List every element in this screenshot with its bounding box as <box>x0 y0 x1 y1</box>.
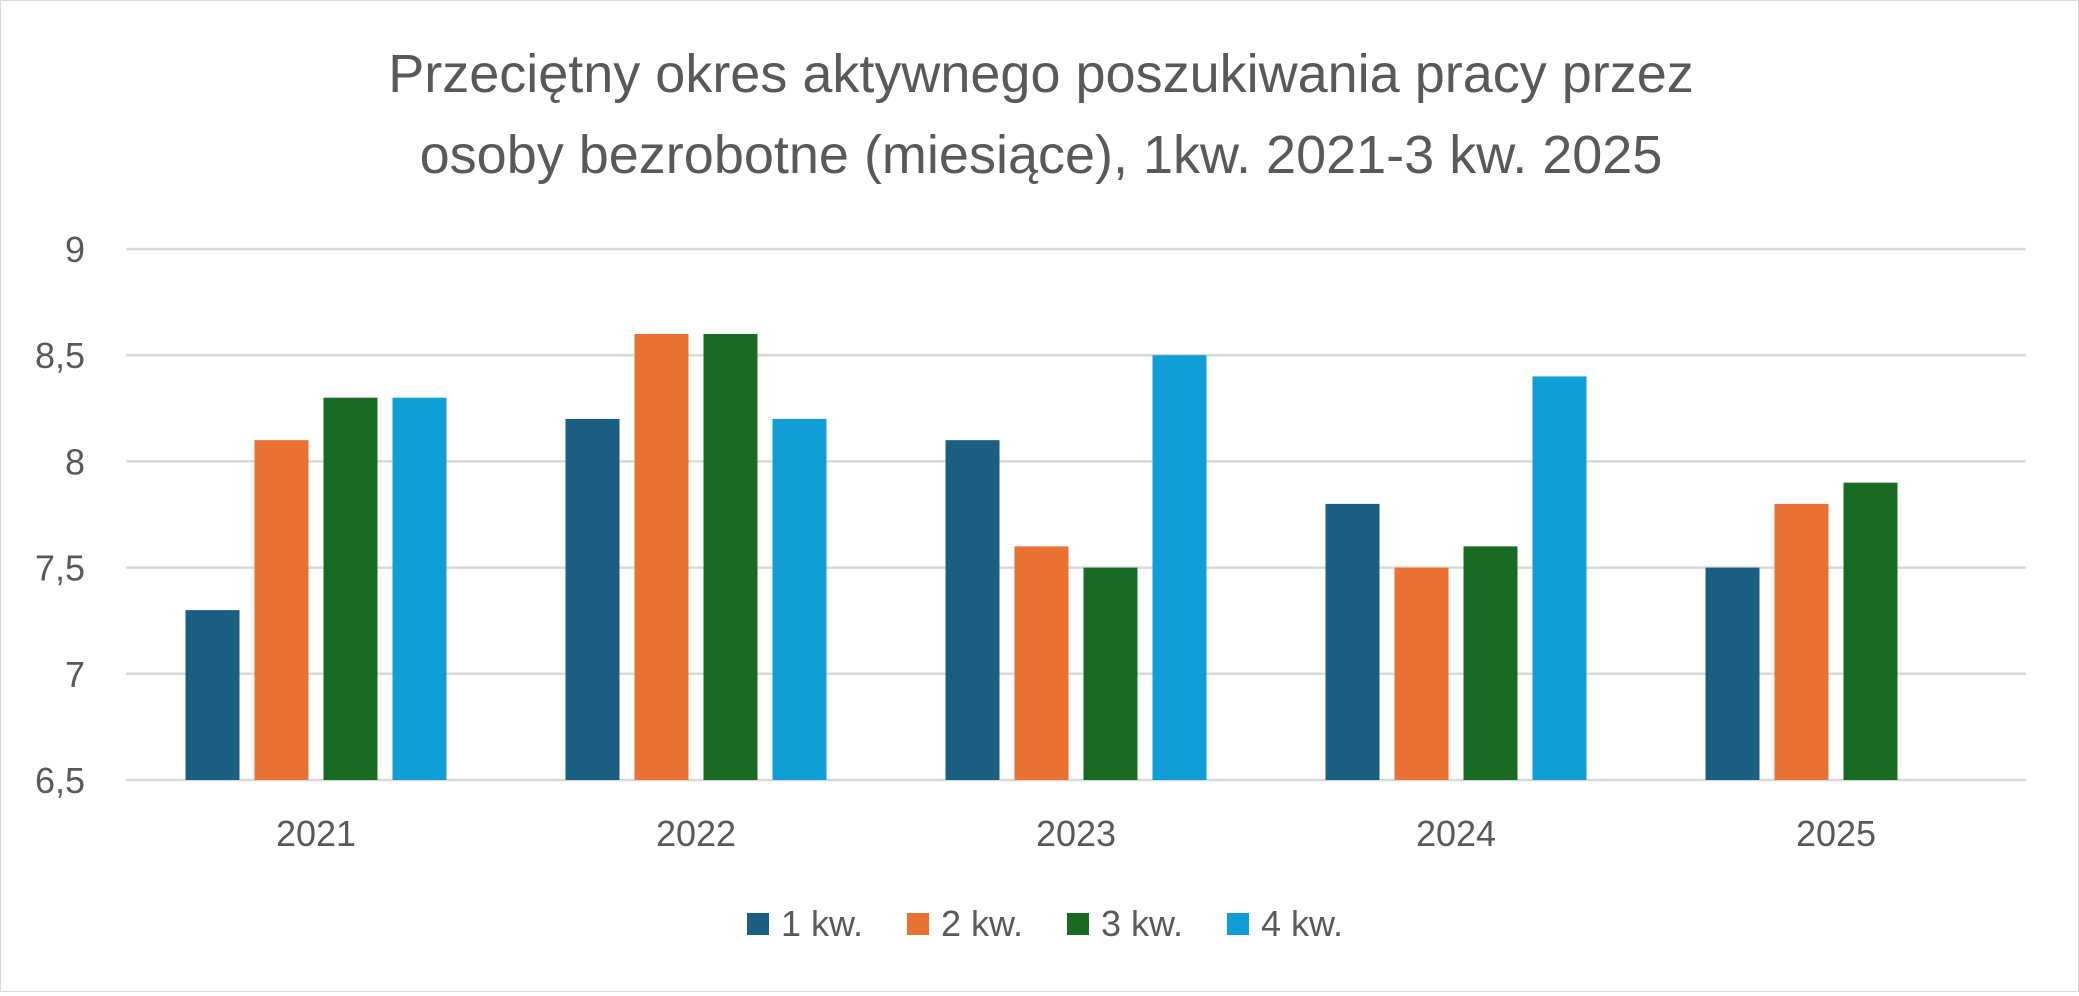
legend-label: 4 kw. <box>1261 903 1343 944</box>
bar <box>1532 376 1587 780</box>
bar <box>1152 355 1207 780</box>
x-axis-tick-labels: 2021 2022 2023 2024 2025 <box>276 813 1876 854</box>
legend-swatch <box>1067 913 1089 935</box>
y-tick-label: 6,5 <box>35 760 85 801</box>
x-tick-label: 2024 <box>1416 813 1496 854</box>
bar <box>703 333 758 780</box>
bar <box>1705 567 1760 780</box>
legend-swatch <box>747 913 769 935</box>
bar <box>392 397 447 780</box>
bar <box>1843 482 1898 780</box>
legend-label: 2 kw. <box>941 903 1023 944</box>
bar <box>185 610 240 780</box>
bar <box>323 397 378 780</box>
legend-label: 1 kw. <box>781 903 863 944</box>
y-tick-label: 7,5 <box>35 548 85 589</box>
bar <box>1325 503 1380 780</box>
legend-label: 3 kw. <box>1101 903 1183 944</box>
y-axis-tick-labels: 6,5 7 7,5 8 8,5 9 <box>35 229 85 801</box>
chart-title-line-2: osoby bezrobotne (miesiące), 1kw. 2021-3… <box>420 125 1663 185</box>
x-tick-label: 2021 <box>276 813 356 854</box>
y-tick-label: 7 <box>65 654 85 695</box>
x-tick-label: 2023 <box>1036 813 1116 854</box>
bar <box>1014 546 1069 780</box>
bar <box>1774 503 1829 780</box>
legend: 1 kw. 2 kw. 3 kw. 4 kw. <box>747 903 1343 944</box>
bar <box>254 440 309 780</box>
y-tick-label: 9 <box>65 229 85 270</box>
bar <box>772 418 827 780</box>
bar <box>1083 567 1138 780</box>
bars <box>185 333 1898 780</box>
bar <box>565 418 620 780</box>
chart-title-line-1: Przeciętny okres aktywnego poszukiwania … <box>388 44 1694 104</box>
bar <box>945 440 1000 780</box>
y-tick-label: 8,5 <box>35 335 85 376</box>
legend-swatch <box>907 913 929 935</box>
bar <box>1463 546 1518 780</box>
bar <box>634 333 689 780</box>
bar <box>1394 567 1449 780</box>
y-tick-label: 8 <box>65 441 85 482</box>
x-tick-label: 2025 <box>1796 813 1876 854</box>
legend-swatch <box>1227 913 1249 935</box>
x-tick-label: 2022 <box>656 813 736 854</box>
